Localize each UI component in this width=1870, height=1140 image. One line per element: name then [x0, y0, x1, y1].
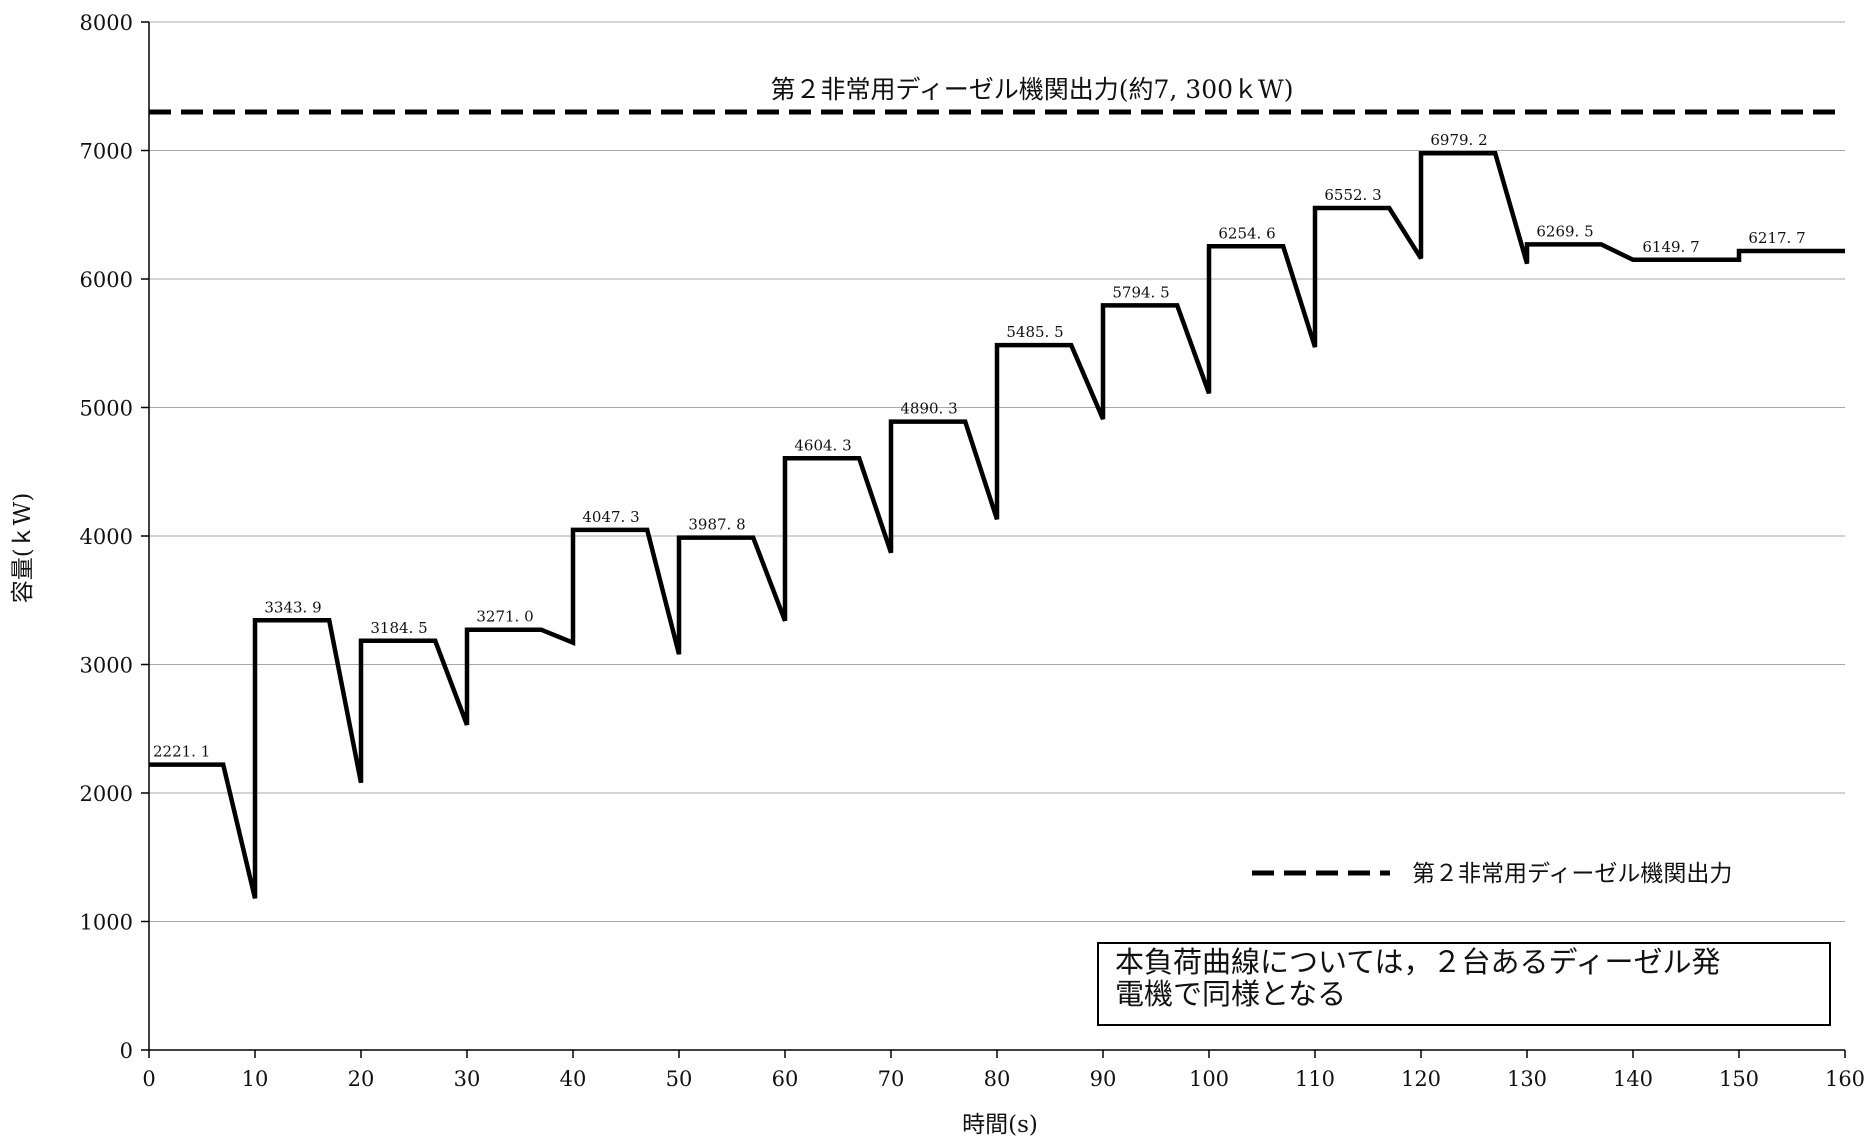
x-tick-label-0: 0 [142, 1067, 155, 1091]
y-tick-label-1000: 1000 [80, 911, 133, 935]
legend: 第２非常用ディーゼル機関出力 [1252, 861, 1732, 887]
peak-label-15: 6217. 7 [1748, 229, 1805, 247]
y-tick-label-2000: 2000 [80, 782, 133, 806]
peak-label-2: 3184. 5 [370, 619, 427, 637]
y-tick-label-4000: 4000 [80, 525, 133, 549]
reference-line-label: 第２非常用ディーゼル機関出力(約7, 300ｋW) [771, 75, 1294, 104]
peak-label-9: 5794. 5 [1112, 283, 1169, 301]
x-tick-label-100: 100 [1189, 1067, 1229, 1091]
x-tick-label-30: 30 [454, 1067, 481, 1091]
note-line-2: 電機で同様となる [1115, 977, 1346, 1011]
axes [141, 21, 1846, 1058]
x-tick-label-80: 80 [984, 1067, 1011, 1091]
x-tick-label-150: 150 [1719, 1067, 1759, 1091]
peak-label-3: 3271. 0 [476, 608, 533, 626]
x-tick-label-130: 130 [1507, 1067, 1547, 1091]
x-tick-label-160: 160 [1825, 1067, 1865, 1091]
x-tick-label-20: 20 [348, 1067, 375, 1091]
y-tick-label-6000: 6000 [80, 268, 133, 292]
y-tick-label-0: 0 [120, 1039, 133, 1063]
y-tick-label-8000: 8000 [80, 11, 133, 35]
note-box-frame [1097, 942, 1831, 1026]
reference-line-group: 第２非常用ディーゼル機関出力(約7, 300ｋW) [149, 75, 1845, 115]
peak-labels: 2221. 1 3343. 9 3184. 5 3271. 0 4047. 3 3987.… [153, 131, 1806, 760]
peak-label-11: 6552. 3 [1324, 186, 1381, 204]
peak-label-13: 6269. 5 [1536, 222, 1593, 240]
y-tick-label-5000: 5000 [80, 397, 133, 421]
y-tick-label-3000: 3000 [80, 654, 133, 678]
series-group [149, 150, 1845, 899]
peak-label-10: 6254. 6 [1218, 224, 1275, 242]
legend-label: 第２非常用ディーゼル機関出力 [1412, 861, 1732, 887]
peak-label-0: 2221. 1 [153, 743, 210, 761]
x-axis-title: 時間(s) [962, 1112, 1038, 1138]
x-tick-label-110: 110 [1295, 1067, 1335, 1091]
x-tick-label-70: 70 [878, 1067, 905, 1091]
note-line-1: 本負荷曲線については，２台あるディーゼル発 [1115, 945, 1721, 979]
peak-label-8: 5485. 5 [1006, 323, 1063, 341]
note-box: 本負荷曲線については，２台あるディーゼル発 電機で同様となる [1097, 942, 1831, 1026]
x-tick-label-140: 140 [1613, 1067, 1653, 1091]
peak-label-5: 3987. 8 [688, 516, 745, 534]
x-tick-label-120: 120 [1401, 1067, 1441, 1091]
x-tick-label-10: 10 [242, 1067, 269, 1091]
peak-label-7: 4890. 3 [900, 400, 957, 418]
x-tick-label-50: 50 [666, 1067, 693, 1091]
x-tick-label-40: 40 [560, 1067, 587, 1091]
y-axis-title: 容量(ｋW) [10, 493, 36, 604]
x-tick-label-60: 60 [772, 1067, 799, 1091]
tick-labels: 0 1000 2000 3000 4000 5000 6000 7000 8000 0 10 20 30… [80, 11, 1866, 1091]
peak-label-6: 4604. 3 [794, 436, 851, 454]
x-tick-label-90: 90 [1090, 1067, 1117, 1091]
peak-label-1: 3343. 9 [264, 598, 321, 616]
peak-label-4: 4047. 3 [582, 508, 639, 526]
y-tick-label-7000: 7000 [80, 140, 133, 164]
series-line-0 [149, 150, 1845, 899]
peak-label-14: 6149. 7 [1642, 238, 1699, 256]
peak-label-12: 6979. 2 [1430, 131, 1487, 149]
